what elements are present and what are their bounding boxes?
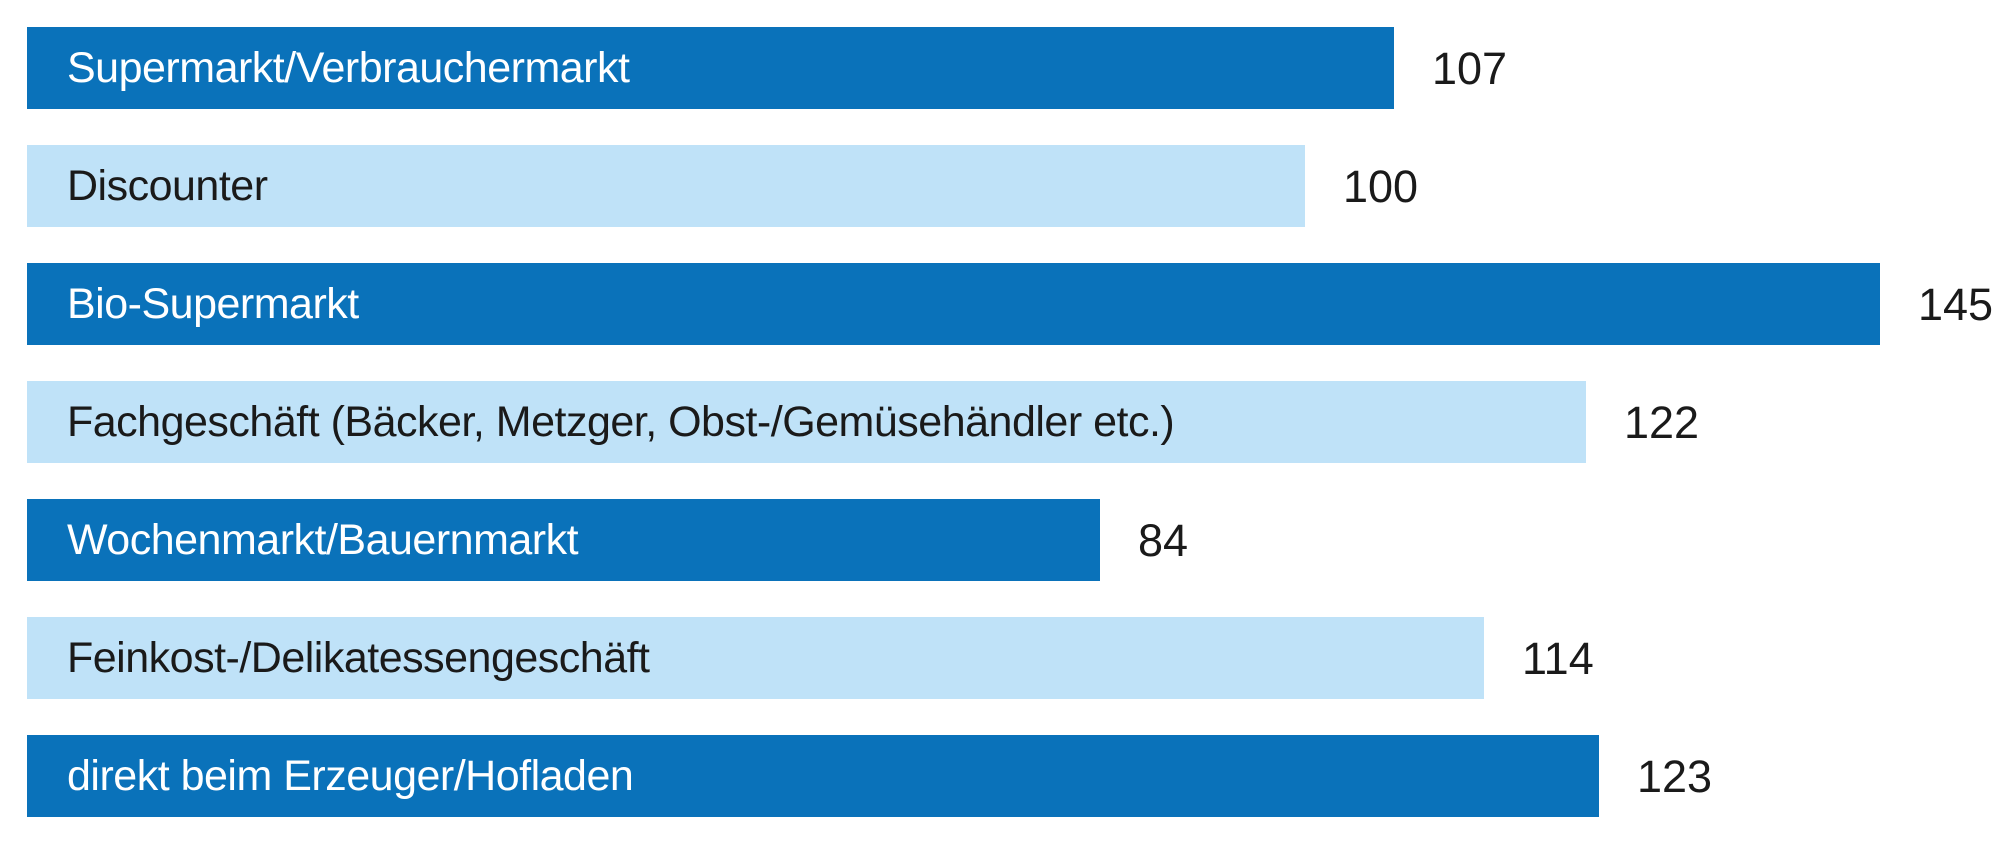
bar-row: Wochenmarkt/Bauernmarkt 84 [27, 499, 2004, 581]
bar-row: Supermarkt/Verbrauchermarkt 107 [27, 27, 2004, 109]
bar-value-label: 123 [1637, 750, 1713, 802]
bar: Fachgeschäft (Bäcker, Metzger, Obst-/Gem… [27, 381, 1586, 463]
bar-row: Bio-Supermarkt 145 [27, 263, 2004, 345]
bar: Supermarkt/Verbrauchermarkt [27, 27, 1394, 109]
bar-row: direkt beim Erzeuger/Hofladen 123 [27, 735, 2004, 817]
bar-value-label: 114 [1522, 632, 1594, 684]
bar-row: Feinkost-/Delikatessengeschäft 114 [27, 617, 2004, 699]
bar-value-label: 107 [1432, 42, 1508, 94]
bar-value-label: 84 [1138, 514, 1189, 566]
bar-value-label: 122 [1624, 396, 1700, 448]
bar-chart-plot-area: Supermarkt/Verbrauchermarkt 107 Discounter… [27, 27, 2004, 817]
bar: Discounter [27, 145, 1305, 227]
bar-category-label: Bio-Supermarkt [67, 279, 359, 328]
bar: direkt beim Erzeuger/Hofladen [27, 735, 1599, 817]
bar-category-label: Supermarkt/Verbrauchermarkt [67, 43, 630, 92]
bar-category-label: Wochenmarkt/Bauernmarkt [67, 515, 579, 564]
bar: Feinkost-/Delikatessengeschäft [27, 617, 1484, 699]
bar-value-label: 100 [1343, 160, 1419, 212]
bar-category-label: Fachgeschäft (Bäcker, Metzger, Obst-/Gem… [67, 397, 1175, 446]
bar-category-label: Discounter [67, 161, 268, 210]
bar-category-label: Feinkost-/Delikatessengeschäft [67, 633, 650, 682]
bar-value-label: 145 [1918, 278, 1994, 330]
bar: Bio-Supermarkt [27, 263, 1880, 345]
bar-row: Fachgeschäft (Bäcker, Metzger, Obst-/Gem… [27, 381, 2004, 463]
bar: Wochenmarkt/Bauernmarkt [27, 499, 1100, 581]
bar-row: Discounter 100 [27, 145, 2004, 227]
bar-category-label: direkt beim Erzeuger/Hofladen [67, 751, 634, 800]
